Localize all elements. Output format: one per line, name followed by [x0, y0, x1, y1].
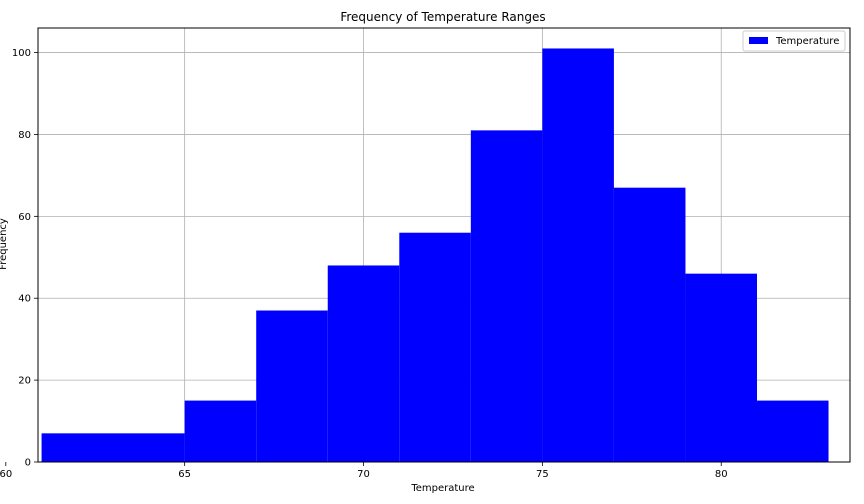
histogram-bar — [613, 187, 686, 462]
y-tick-label: 40 — [18, 294, 31, 305]
histogram-bar — [470, 130, 543, 462]
legend-label: Temperature — [775, 36, 839, 47]
histogram-bar — [327, 265, 400, 462]
x-tick-label: 80 — [715, 469, 728, 480]
x-axis-label: Temperature — [410, 483, 474, 494]
y-tick-label: 80 — [18, 130, 31, 141]
x-tick-label: 65 — [178, 469, 191, 480]
y-tick-label: 0 — [25, 458, 31, 469]
plot-frame — [37, 27, 851, 463]
chart-title: Frequency of Temperature Ranges — [340, 10, 545, 24]
histogram-bar — [756, 400, 829, 462]
x-tick-label: 60 — [0, 469, 12, 480]
x-tick-label: 75 — [536, 469, 549, 480]
histogram-bars — [41, 48, 829, 462]
legend-box — [742, 30, 846, 52]
histogram-bar — [542, 48, 614, 462]
y-tick-label: 60 — [18, 212, 31, 223]
histogram-bar — [256, 310, 328, 462]
x-tick-label: 70 — [357, 469, 370, 480]
histogram-bar — [184, 400, 257, 462]
axes — [37, 27, 851, 463]
y-axis-label: Frequency — [0, 218, 9, 270]
legend-swatch — [749, 37, 768, 44]
legend: Temperature — [742, 30, 846, 52]
y-tick-label: 100 — [12, 48, 31, 59]
histogram-bar — [685, 273, 757, 462]
histogram-bar — [41, 433, 185, 462]
x-axis-ticks: 60 65 70 75 80 — [0, 462, 728, 480]
y-tick-label: 20 — [18, 376, 31, 387]
y-axis-ticks: 0 20 40 60 80 100 — [12, 48, 38, 469]
histogram-bar — [399, 232, 471, 462]
